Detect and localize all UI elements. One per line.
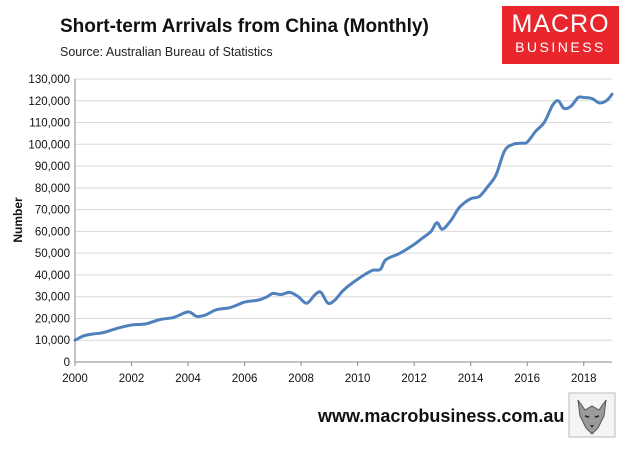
x-tick-label: 2004	[175, 373, 201, 385]
website-url[interactable]: www.macrobusiness.com.au	[318, 406, 565, 426]
data-point	[297, 295, 300, 298]
data-point	[458, 206, 461, 209]
y-tick-label: 70,000	[35, 205, 70, 217]
data-point	[370, 269, 373, 272]
data-point	[82, 334, 85, 338]
data-point	[441, 228, 444, 231]
data-point	[429, 230, 433, 233]
x-tick-label: 2014	[458, 373, 484, 385]
data-point	[215, 308, 218, 311]
data-point	[503, 149, 506, 153]
y-tick-label: 10,000	[35, 335, 70, 347]
x-tick-labels: 2000 2002 2004 2006 2008 2010 2012 2014 2016 2018	[62, 362, 597, 385]
data-point	[280, 293, 283, 296]
line-chart: 0 10,000 20,000 30,000 40,000 50,000 60,000 70,…	[11, 74, 614, 385]
data-point	[90, 332, 94, 336]
data-point	[435, 221, 438, 224]
data-point	[511, 143, 515, 146]
series-points	[73, 93, 614, 342]
data-point	[342, 288, 345, 292]
data-point	[144, 322, 147, 326]
data-point	[195, 315, 198, 318]
y-tick-label: 60,000	[35, 226, 70, 238]
data-point	[569, 105, 573, 108]
data-point	[172, 316, 176, 319]
data-point	[562, 107, 566, 110]
chart-source: Source: Australian Bureau of Statistics	[60, 45, 273, 59]
data-point	[305, 302, 308, 305]
data-point	[356, 278, 359, 281]
data-point	[605, 99, 608, 102]
data-point	[265, 295, 269, 298]
data-point	[314, 293, 317, 296]
data-point	[591, 97, 594, 100]
data-point	[243, 300, 246, 304]
x-tick-label: 2012	[401, 373, 427, 385]
data-point	[271, 292, 275, 295]
data-point	[486, 185, 489, 188]
data-point	[477, 195, 481, 198]
chart-gridlines	[75, 78, 612, 341]
x-tick-label: 2016	[514, 373, 540, 385]
data-point	[384, 258, 388, 261]
data-point	[229, 306, 232, 309]
y-tick-label: 40,000	[35, 270, 70, 282]
data-point	[520, 142, 523, 145]
y-tick-label: 120,000	[28, 96, 70, 108]
wolf-logo-icon	[568, 392, 616, 438]
x-tick-label: 2010	[345, 373, 371, 385]
y-tick-labels: 0 10,000 20,000 30,000 40,000 50,000 60,000 70,…	[28, 74, 70, 369]
y-tick-label: 100,000	[28, 139, 70, 151]
data-point	[102, 331, 105, 334]
data-point	[449, 219, 453, 222]
data-point	[203, 313, 207, 317]
data-point	[130, 323, 133, 327]
chart-title: Short-term Arrivals from China (Monthly)	[60, 16, 429, 37]
data-point	[319, 291, 323, 294]
y-tick-label: 50,000	[35, 248, 70, 260]
data-point	[412, 243, 416, 246]
data-point	[288, 291, 291, 294]
data-point	[333, 298, 337, 302]
data-point	[257, 298, 260, 302]
data-point	[158, 318, 161, 321]
x-tick-label: 2000	[62, 373, 88, 385]
data-point	[534, 130, 537, 133]
data-point	[186, 310, 190, 314]
data-point	[610, 93, 614, 96]
data-point	[582, 96, 585, 99]
x-tick-label: 2008	[288, 373, 314, 385]
x-tick-label: 2002	[119, 373, 145, 385]
y-tick-label: 110,000	[29, 118, 70, 130]
data-point	[576, 96, 580, 99]
data-point	[421, 236, 424, 240]
data-point	[326, 302, 330, 305]
x-tick-label: 2018	[571, 373, 597, 385]
data-point	[494, 173, 498, 176]
y-tick-label: 20,000	[35, 313, 70, 325]
data-point	[542, 121, 546, 124]
logo-line-1: MACRO	[511, 10, 610, 38]
logo-line-2: BUSINESS	[515, 39, 606, 55]
series-line-arrivals	[73, 92, 614, 342]
data-point	[73, 339, 77, 342]
data-point	[557, 99, 560, 102]
y-tick-label: 30,000	[35, 292, 70, 304]
data-point	[116, 327, 119, 330]
data-point	[469, 197, 472, 200]
data-point	[598, 101, 601, 105]
data-point	[551, 103, 554, 107]
y-axis-label: Number	[11, 197, 25, 243]
macrobusiness-logo: MACRO BUSINESS	[502, 6, 619, 64]
y-tick-label: 80,000	[35, 183, 70, 195]
data-point	[526, 140, 529, 144]
data-point	[398, 251, 402, 255]
y-tick-label: 90,000	[35, 161, 70, 173]
x-tick-label: 2006	[232, 373, 258, 385]
data-point	[379, 268, 382, 271]
y-tick-label: 0	[64, 357, 70, 369]
y-tick-label: 130,000	[28, 74, 70, 86]
